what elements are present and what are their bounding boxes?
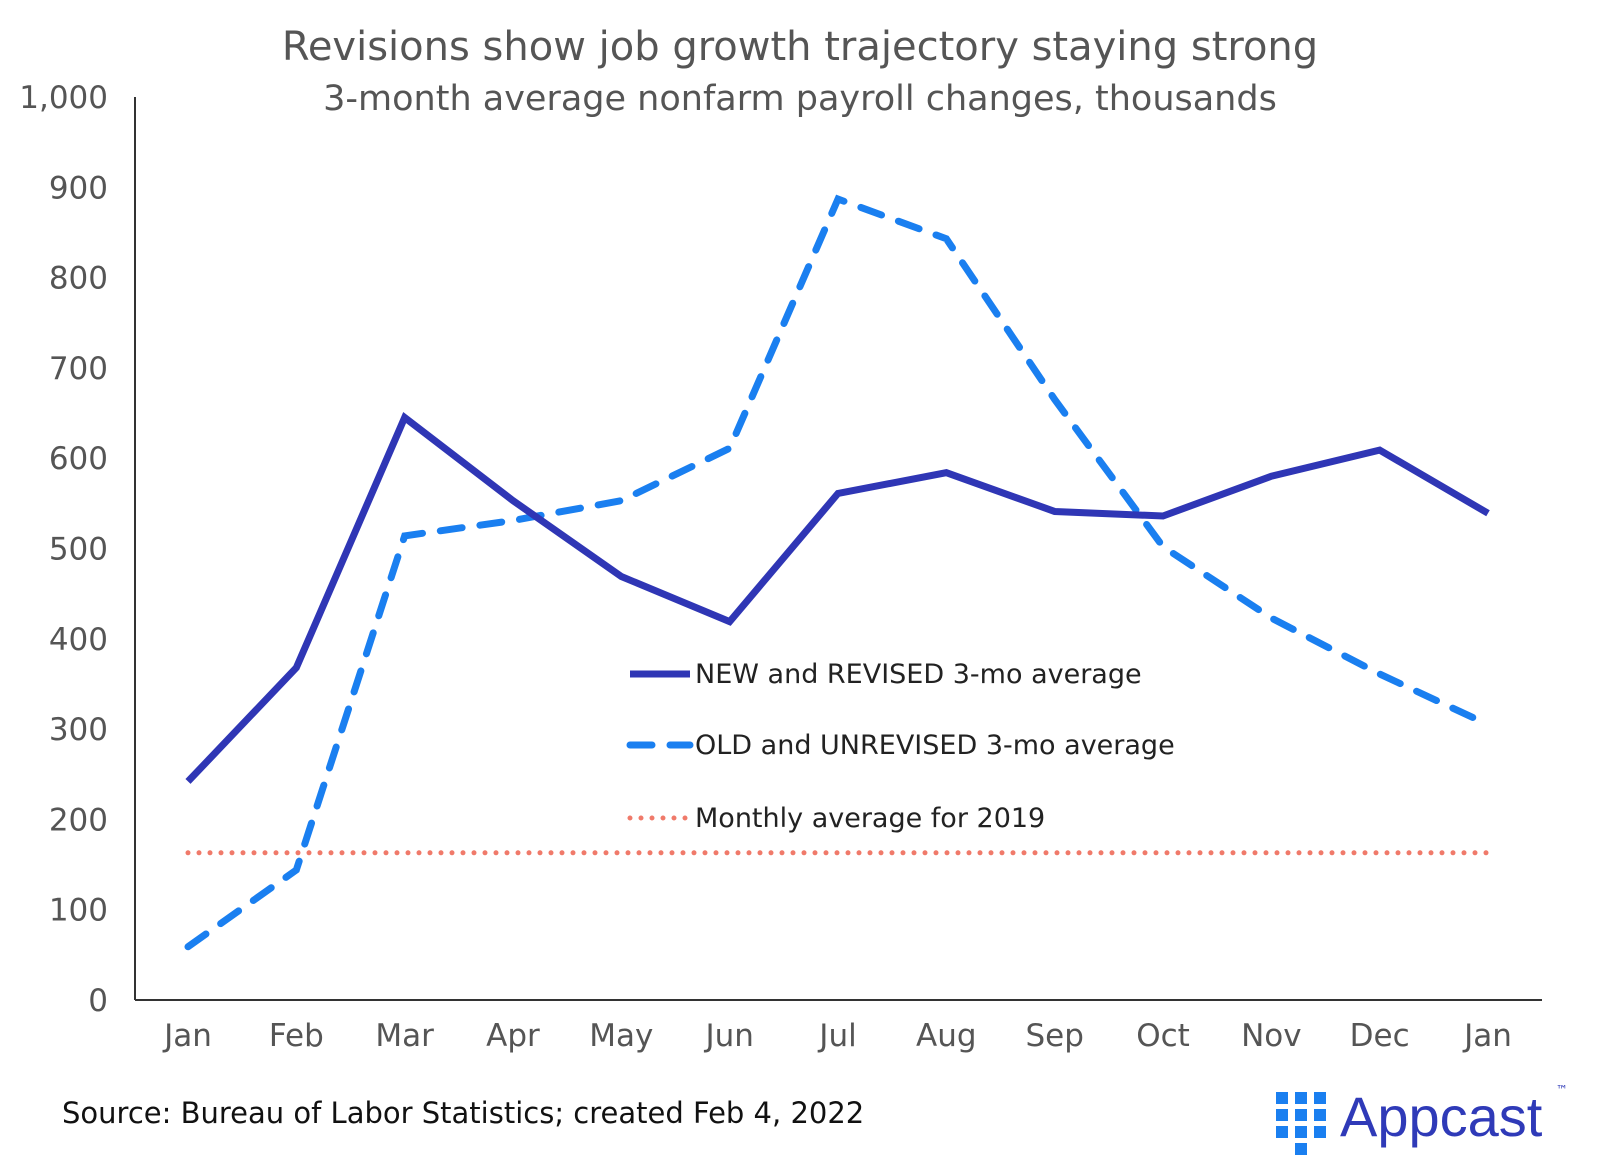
y-tick-label: 500	[49, 532, 108, 568]
logo-dot	[1295, 1109, 1307, 1121]
logo-dot	[1295, 1092, 1307, 1104]
legend: NEW and REVISED 3-mo average OLD and UNRE…	[626, 659, 1175, 834]
y-tick-label: 0	[88, 983, 108, 1019]
series-line-solid	[185, 412, 1490, 784]
logo-dot	[1295, 1126, 1307, 1138]
series-group	[184, 194, 1492, 951]
chart-subtitle: 3-month average nonfarm payroll changes,…	[323, 79, 1277, 119]
logo-dot	[1276, 1092, 1288, 1104]
y-tick-label: 200	[49, 802, 108, 838]
logo-dot	[1314, 1126, 1326, 1138]
legend-label: Monthly average for 2019	[695, 803, 1045, 834]
logo-dot	[1295, 1143, 1307, 1155]
y-tick-label: 700	[49, 351, 108, 387]
x-tick-label: Oct	[1136, 1018, 1190, 1054]
x-tick-label: Jan	[162, 1018, 212, 1054]
x-tick-label: Aug	[916, 1018, 977, 1054]
x-tick-label: Jul	[817, 1018, 856, 1054]
x-tick-label: Apr	[486, 1018, 540, 1054]
x-tick-label: Jun	[703, 1018, 753, 1054]
source-note: Source: Bureau of Labor Statistics; crea…	[62, 1096, 864, 1130]
logo-dot	[1314, 1092, 1326, 1104]
legend-label: NEW and REVISED 3-mo average	[695, 659, 1142, 690]
x-tick-label: Sep	[1025, 1018, 1083, 1054]
logo-dot	[1276, 1109, 1288, 1121]
x-tick-label: May	[589, 1018, 653, 1054]
logo-dot	[1276, 1126, 1288, 1138]
x-tick-label: Dec	[1350, 1018, 1410, 1054]
y-tick-label: 300	[49, 712, 108, 748]
y-tick-label: 1,000	[19, 80, 108, 116]
x-tick-label: Jan	[1462, 1018, 1512, 1054]
axes: 0 100 200 300 400 500 600 700 800 900 1,000 Jan Feb M…	[19, 80, 1542, 1054]
x-tick-label: Nov	[1241, 1018, 1302, 1054]
y-tick-label: 400	[49, 622, 108, 658]
legend-label: OLD and UNREVISED 3-mo average	[695, 730, 1175, 761]
y-tick-label: 600	[49, 441, 108, 477]
logo-trademark: ™	[1556, 1083, 1568, 1097]
x-tick-label: Mar	[375, 1018, 434, 1054]
x-tick-label: Feb	[269, 1018, 324, 1054]
logo-text: Appcast	[1340, 1085, 1543, 1148]
y-tick-label: 100	[49, 893, 108, 929]
appcast-logo: Appcast ™	[1276, 1083, 1568, 1155]
y-tick-label: 900	[49, 170, 108, 206]
y-tick-label: 800	[49, 261, 108, 297]
chart-title: Revisions show job growth trajectory sta…	[282, 24, 1318, 70]
logo-dots-icon	[1276, 1092, 1326, 1155]
logo-dot	[1314, 1109, 1326, 1121]
series-line-dashed	[184, 194, 1492, 951]
